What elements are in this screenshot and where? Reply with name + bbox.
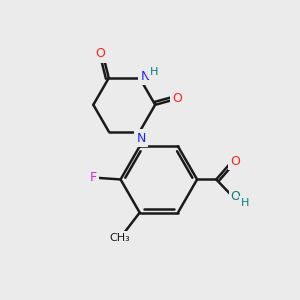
Text: F: F [89,172,96,184]
Text: CH₃: CH₃ [109,233,130,243]
Text: H: H [150,67,159,76]
Text: O: O [172,92,182,104]
Text: O: O [231,190,241,203]
Text: N: N [140,70,150,83]
Text: O: O [230,155,240,168]
Text: O: O [95,47,105,60]
Text: N: N [136,132,146,145]
Text: H: H [241,198,249,208]
